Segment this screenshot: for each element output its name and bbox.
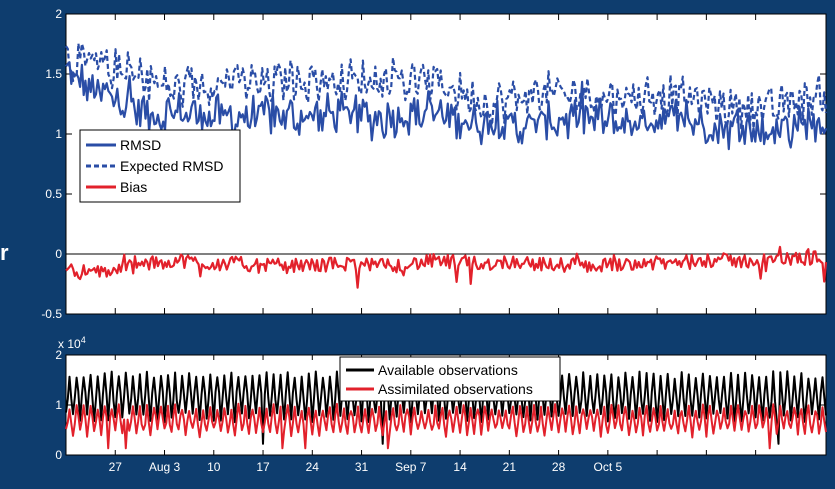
x-tick-label: 28 <box>552 460 566 474</box>
y-exponent-label: x 104 <box>58 335 86 351</box>
legend-label-rmsd: RMSD <box>120 137 161 153</box>
bottom-y-tick-labels: 0 1 2 <box>55 348 62 462</box>
top-ytick-label: 0.5 <box>45 187 62 201</box>
top-ytick-label: 2 <box>55 7 62 21</box>
bottom-legend-box <box>339 356 561 402</box>
legend-label-available: Available observations <box>378 362 518 378</box>
y-exponent-power: 4 <box>81 335 86 345</box>
x-tick-label: Aug 3 <box>149 460 181 474</box>
top-ticks <box>66 13 826 315</box>
bottom-ytick-label: 2 <box>55 348 62 362</box>
x-tick-label: 17 <box>256 460 270 474</box>
top-ytick-label: 0 <box>55 247 62 261</box>
x-tick-label: 24 <box>306 460 320 474</box>
series-line-available-observations <box>65 370 827 445</box>
x-tick-label: 14 <box>453 460 467 474</box>
top-ytick-label: -0.5 <box>41 307 62 321</box>
x-tick-label: 10 <box>207 460 221 474</box>
series-line-assimilated-observations <box>65 402 827 450</box>
bottom-series <box>65 370 827 450</box>
series-line-expected-rmsd <box>65 42 828 130</box>
y-exponent-base: x 10 <box>58 337 81 351</box>
legend-label-assimilated: Assimilated observations <box>378 381 533 397</box>
x-tick-label: 31 <box>355 460 369 474</box>
x-tick-labels: 27 Aug 3 10 17 24 31 Sep 7 14 21 28 Oct 5 <box>109 460 623 474</box>
legend-label-expected-rmsd: Expected RMSD <box>120 158 223 174</box>
x-tick-label: Oct 5 <box>594 460 623 474</box>
top-ytick-label: 1 <box>55 127 62 141</box>
top-series <box>65 42 828 289</box>
bottom-legend: Available observations Assimilated obser… <box>339 356 561 402</box>
top-ytick-label: 1.5 <box>45 67 62 81</box>
x-tick-label: Sep 7 <box>395 460 427 474</box>
top-panel: -0.5 0 0.5 1 1.5 2 RMSD Expected RMSD Bias <box>41 7 828 321</box>
bottom-ytick-label: 1 <box>55 398 62 412</box>
bottom-panel: 0 1 2 27 Aug 3 10 17 24 31 Sep 7 14 21 28 Oct 5 x 10… <box>55 335 827 474</box>
bottom-ytick-label: 0 <box>55 448 62 462</box>
x-tick-label: 21 <box>503 460 517 474</box>
series-line-bias <box>65 245 828 289</box>
top-legend: RMSD Expected RMSD Bias <box>79 129 241 203</box>
x-tick-label: 27 <box>109 460 123 474</box>
side-text-fragment: r <box>0 240 9 265</box>
top-y-tick-labels: -0.5 0 0.5 1 1.5 2 <box>41 7 62 321</box>
series-line-rmsd <box>65 61 828 151</box>
legend-label-bias: Bias <box>120 179 147 195</box>
